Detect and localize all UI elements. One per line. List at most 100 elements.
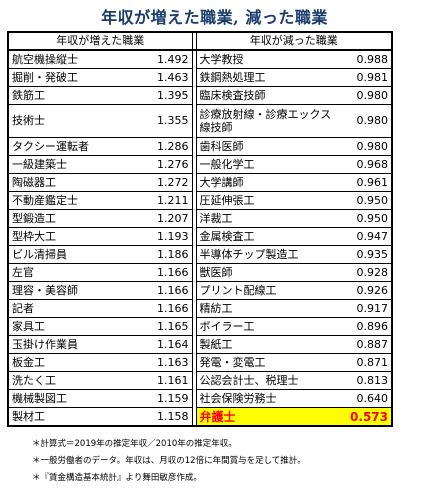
decreased-ratio: 0.947 bbox=[344, 227, 393, 246]
decreased-occupation: ボイラー工 bbox=[195, 317, 344, 336]
header-decreased: 年収が減った職業 bbox=[195, 31, 393, 51]
decreased-ratio: 0.950 bbox=[344, 191, 393, 210]
increased-ratio: 1.158 bbox=[143, 407, 193, 427]
decreased-ratio: 0.640 bbox=[344, 389, 393, 408]
table-row: 左官 1.166 獣医師 0.928 bbox=[7, 263, 393, 282]
increased-occupation: 一級建築士 bbox=[7, 155, 143, 174]
decreased-ratio: 0.981 bbox=[344, 68, 393, 87]
decreased-ratio: 0.980 bbox=[344, 86, 393, 105]
decreased-ratio: 0.573 bbox=[344, 407, 393, 427]
decreased-ratio: 0.988 bbox=[344, 49, 393, 69]
table-row: 航空機操縦士 1.492 大学教授 0.988 bbox=[7, 49, 393, 69]
decreased-occupation: 発電・変電工 bbox=[195, 353, 344, 372]
decreased-occupation: 圧延伸張工 bbox=[195, 191, 344, 210]
decreased-occupation: プリント配線工 bbox=[195, 281, 344, 300]
increased-occupation: 板金工 bbox=[7, 353, 143, 372]
table-header-row: 年収が増えた職業 年収が減った職業 bbox=[7, 31, 393, 51]
decreased-occupation: 大学講師 bbox=[195, 173, 344, 192]
table-row: 鉄筋工 1.395 臨床検査技師 0.980 bbox=[7, 86, 393, 105]
table-row: 技術士 1.355 診療放射線・診療エックス線技師 0.980 bbox=[7, 104, 393, 138]
decreased-occupation: 歯科医師 bbox=[195, 137, 344, 156]
table-row: タクシー運転者 1.286 歯科医師 0.980 bbox=[7, 137, 393, 156]
increased-occupation: 左官 bbox=[7, 263, 143, 282]
table-row: 洗たく工 1.161 公認会計士、税理士 0.813 bbox=[7, 371, 393, 390]
increased-occupation: 鉄筋工 bbox=[7, 86, 143, 105]
decreased-occupation: 大学教授 bbox=[195, 49, 344, 69]
increased-occupation: 機械製図工 bbox=[7, 389, 143, 408]
table-row: 板金工 1.163 発電・変電工 0.871 bbox=[7, 353, 393, 372]
table-row: 機械製図工 1.159 社会保険労務士 0.640 bbox=[7, 389, 393, 408]
decreased-ratio: 0.871 bbox=[344, 353, 393, 372]
decreased-ratio: 0.926 bbox=[344, 281, 393, 300]
increased-occupation: タクシー運転者 bbox=[7, 137, 143, 156]
increased-ratio: 1.276 bbox=[143, 155, 193, 174]
increased-ratio: 1.164 bbox=[143, 335, 193, 354]
increased-occupation: 不動産鑑定士 bbox=[7, 191, 143, 210]
decreased-occupation: 社会保険労務士 bbox=[195, 389, 344, 408]
increased-occupation: ビル清掃員 bbox=[7, 245, 143, 264]
decreased-ratio: 0.968 bbox=[344, 155, 393, 174]
increased-ratio: 1.166 bbox=[143, 281, 193, 300]
increased-ratio: 1.186 bbox=[143, 245, 193, 264]
increased-occupation: 技術士 bbox=[7, 104, 143, 138]
increased-ratio: 1.207 bbox=[143, 209, 193, 228]
table-row: 型鍛造工 1.207 洋裁工 0.950 bbox=[7, 209, 393, 228]
table-row: 理容・美容師 1.166 プリント配線工 0.926 bbox=[7, 281, 393, 300]
decreased-occupation: 精紡工 bbox=[195, 299, 344, 318]
table-row: 陶磁器工 1.272 大学講師 0.961 bbox=[7, 173, 393, 192]
increased-ratio: 1.211 bbox=[143, 191, 193, 210]
page-title: 年収が増えた職業, 減った職業 bbox=[101, 8, 328, 27]
notes: ＊計算式＝2019年の推定年収／2010年の推定年収。 ＊一般労働者のデータ。年… bbox=[32, 436, 306, 487]
occupation-table: 年収が増えた職業 年収が減った職業 航空機操縦士 1.492 大学教授 0.988 掘削… bbox=[7, 31, 393, 427]
decreased-ratio: 0.917 bbox=[344, 299, 393, 318]
increased-ratio: 1.166 bbox=[143, 263, 193, 282]
note-source: ＊『賃金構造基本統計』より舞田敏彦作成。 bbox=[32, 473, 202, 483]
decreased-occupation: 臨床検査技師 bbox=[195, 86, 344, 105]
table-row: 製材工 1.158 弁護士 0.573 bbox=[7, 407, 393, 427]
decreased-occupation: 公認会計士、税理士 bbox=[195, 371, 344, 390]
decreased-ratio: 0.950 bbox=[344, 209, 393, 228]
increased-occupation: 型鍛造工 bbox=[7, 209, 143, 228]
decreased-occupation: 獣医師 bbox=[195, 263, 344, 282]
decreased-ratio: 0.813 bbox=[344, 371, 393, 390]
decreased-occupation: 金属検査工 bbox=[195, 227, 344, 246]
decreased-ratio: 0.935 bbox=[344, 245, 393, 264]
increased-occupation: 理容・美容師 bbox=[7, 281, 143, 300]
increased-ratio: 1.355 bbox=[143, 104, 193, 138]
increased-occupation: 航空機操縦士 bbox=[7, 49, 143, 69]
table-row: 掘削・発破工 1.463 鉄鋼熱処理工 0.981 bbox=[7, 68, 393, 87]
increased-ratio: 1.272 bbox=[143, 173, 193, 192]
increased-ratio: 1.395 bbox=[143, 86, 193, 105]
increased-ratio: 1.492 bbox=[143, 49, 193, 69]
table-row: 一級建築士 1.276 一般化学工 0.968 bbox=[7, 155, 393, 174]
decreased-occupation: 一般化学工 bbox=[195, 155, 344, 174]
increased-occupation: 製材工 bbox=[7, 407, 143, 427]
table-row: 家具工 1.165 ボイラー工 0.896 bbox=[7, 317, 393, 336]
decreased-occupation: 鉄鋼熱処理工 bbox=[195, 68, 344, 87]
header-increased: 年収が増えた職業 bbox=[7, 31, 193, 51]
increased-occupation: 陶磁器工 bbox=[7, 173, 143, 192]
table-row: 型枠大工 1.193 金属検査工 0.947 bbox=[7, 227, 393, 246]
increased-occupation: 記者 bbox=[7, 299, 143, 318]
decreased-occupation: 洋裁工 bbox=[195, 209, 344, 228]
decreased-ratio: 0.980 bbox=[344, 137, 393, 156]
decreased-ratio: 0.980 bbox=[344, 104, 393, 138]
increased-ratio: 1.193 bbox=[143, 227, 193, 246]
table-row: 玉掛け作業員 1.164 製紙工 0.887 bbox=[7, 335, 393, 354]
increased-ratio: 1.286 bbox=[143, 137, 193, 156]
increased-occupation: 掘削・発破工 bbox=[7, 68, 143, 87]
increased-occupation: 型枠大工 bbox=[7, 227, 143, 246]
increased-occupation: 玉掛け作業員 bbox=[7, 335, 143, 354]
decreased-ratio: 0.896 bbox=[344, 317, 393, 336]
increased-ratio: 1.159 bbox=[143, 389, 193, 408]
table-row: ビル清掃員 1.186 半導体チップ製造工 0.935 bbox=[7, 245, 393, 264]
note-formula: ＊計算式＝2019年の推定年収／2010年の推定年収。 bbox=[32, 439, 237, 449]
note-data-scope: ＊一般労働者のデータ。年収は、月収の12倍に年間賞与を足して推計。 bbox=[32, 456, 306, 466]
table-row: 記者 1.166 精紡工 0.917 bbox=[7, 299, 393, 318]
decreased-ratio: 0.928 bbox=[344, 263, 393, 282]
decreased-ratio: 0.961 bbox=[344, 173, 393, 192]
decreased-ratio: 0.887 bbox=[344, 335, 393, 354]
decreased-occupation: 弁護士 bbox=[195, 407, 344, 427]
increased-ratio: 1.161 bbox=[143, 371, 193, 390]
increased-occupation: 家具工 bbox=[7, 317, 143, 336]
